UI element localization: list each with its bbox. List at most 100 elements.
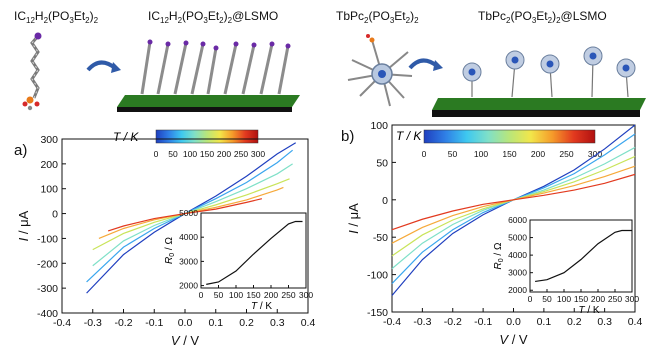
curved-arrow-icon-a (86, 60, 117, 72)
chart-a-x-tick-label: -0.4 (53, 317, 71, 329)
chart-b-x-tick-label: -0.1 (474, 316, 492, 328)
chart-a-inset-y-tick-label: 4000 (179, 232, 198, 242)
colorbar-b: T / K 0 50 100 150 200 250 300 (396, 129, 602, 159)
chart-b-inset-y-axis-label: R0 / Ω (493, 242, 505, 269)
chart-a-inset-series-line (206, 220, 303, 285)
colorbar-b-tick-label: 100 (474, 149, 488, 159)
colorbar-a-tick-label: 200 (217, 149, 231, 159)
chart-a-y-tick-label: -400 (37, 308, 58, 320)
chart-b-x-tick-label: 0.3 (597, 316, 612, 328)
chart-a-y-tick-label: 200 (40, 159, 58, 171)
chart-b-inset-x-tick-label: 150 (574, 294, 588, 304)
colorbar-b-tick-label: 250 (559, 149, 573, 159)
chart-a-inset-x-tick-label: 0 (199, 290, 204, 300)
chart-a-inset-x-axis-label: T / K (251, 301, 272, 312)
chart-a-inset-y-tick-label: 5000 (179, 208, 198, 218)
chart-a-inset-x-tick-label: 150 (246, 290, 260, 300)
colorbar-b-tick-label: 50 (448, 149, 458, 159)
chart-b-inset-y-tick-label: 6000 (508, 215, 527, 225)
chart-b-x-axis-label: V / V (499, 332, 528, 347)
chart-a-x-tick-label: -0.2 (114, 317, 132, 329)
chart-b-inset-x-axis-label: T / K (578, 305, 599, 316)
colorbar-b-tick-label: 150 (502, 149, 516, 159)
colorbar-a-tick-label: 250 (234, 149, 248, 159)
chart-a-inset-y-axis-label: R0 / Ω (164, 237, 176, 264)
colorbar-b-tick-label: 0 (422, 149, 427, 159)
chart-b-inset-x-tick-label: 300 (625, 294, 639, 304)
chart-b-inset-frame (529, 219, 633, 293)
colorbar-a-tick-label: 50 (168, 149, 178, 159)
chart-b-y-tick-label: 0 (382, 195, 388, 207)
colorbar-a-tick-label: 100 (183, 149, 197, 159)
chart-a-y-tick-label: -300 (37, 283, 58, 295)
chart-a-x-tick-label: 0.0 (178, 317, 193, 329)
molecule-label-b-left: TbPc2(PO3Et2)2 (336, 9, 419, 25)
colorbar-a: T / K 0 50 100 150 200 250 300 (113, 129, 265, 159)
chart-a-x-tick-label: -0.3 (84, 317, 102, 329)
panel-label-a: a) (14, 142, 27, 159)
colorbar-a-title: T / K (113, 130, 139, 144)
arrow-head-icon-b (433, 60, 443, 71)
chart-a-x-tick-label: 0.3 (270, 317, 285, 329)
chart-b-y-tick-label: 100 (370, 120, 388, 132)
chart-a-inset-frame (200, 212, 307, 289)
chart-a-x-tick-label: 0.2 (239, 317, 254, 329)
monolayer-on-substrate-a (117, 39, 300, 112)
single-chain-molecule-illustration (22, 32, 42, 111)
chart-a-x-tick-label: -0.1 (145, 317, 163, 329)
chart-a-series-line-2 (92, 163, 293, 267)
colorbar-a-tick-label: 0 (154, 149, 159, 159)
chart-b-inset-x-tick-label: 50 (542, 294, 552, 304)
chart-a-y-tick-label: 0 (52, 209, 58, 221)
chart-b-inset-y-tick-label: 3000 (508, 268, 527, 278)
molecule-label-a-right: IC12H2(PO3Et2)2@LSMO (148, 9, 278, 25)
chart-a-inset-y-tick-label: 2000 (179, 281, 198, 291)
chart-b-y-tick-label: -50 (373, 232, 388, 244)
chart-a-series-line-1 (86, 149, 294, 283)
phthalocyanine-molecule-illustration (347, 34, 413, 107)
chart-b-y-tick-label: 50 (376, 157, 388, 169)
chart-a-series-line-4 (98, 186, 284, 239)
chart-a-x-axis-label: V / V (171, 333, 200, 348)
chart-b-inset-y-tick-label: 2000 (508, 285, 527, 295)
chart-a-y-tick-label: 100 (40, 184, 58, 196)
chart-b-x-tick-label: -0.2 (444, 316, 462, 328)
chart-b-x-tick-label: -0.4 (383, 316, 401, 328)
chart-b-y-tick-label: -100 (367, 270, 388, 282)
chart-b-x-tick-label: -0.3 (413, 316, 431, 328)
chart-b-inset-y-tick-label: 4000 (508, 250, 527, 260)
colorbar-b-gradient (423, 129, 596, 144)
chart-a-x-tick-label: 0.4 (301, 317, 316, 329)
chart-a-inset-x-tick-label: 200 (264, 290, 278, 300)
colorbar-a-gradient (155, 129, 259, 144)
colorbar-a-tick-label: 300 (251, 149, 265, 159)
chart-a-y-axis-label: I / μA (16, 210, 31, 241)
chart-b-y-axis-label: I / μA (346, 203, 361, 234)
chart-a-inset-y-tick-label: 3000 (179, 256, 198, 266)
chart-a-y-tick-label: -200 (37, 258, 58, 270)
colorbar-b-tick-label: 200 (531, 149, 545, 159)
chart-a-inset-x-tick-label: 50 (214, 290, 224, 300)
molecule-label-a-left: IC12H2(PO3Et2)2 (14, 9, 99, 25)
chart-b-inset-x-tick-label: 200 (591, 294, 605, 304)
chart-a: -0.4 -0.3 -0.2 -0.1 0.0 0.1 0.2 0.3 0.4 -400 -300 -… (16, 134, 315, 348)
chart-b-inset-series-line (535, 229, 632, 283)
panel-label-b: b) (341, 128, 354, 145)
colorbar-b-title: T / K (396, 129, 422, 143)
chart-a-series-line-0 (86, 142, 297, 294)
chart-a-y-tick-label: -100 (37, 233, 58, 245)
arrow-head-icon-a (111, 62, 121, 73)
chart-b-y-tick-label: -150 (367, 307, 388, 319)
chart-b-x-tick-label: 0.0 (506, 316, 521, 328)
chart-b-x-tick-label: 0.2 (567, 316, 582, 328)
chart-a-series-line-5 (107, 198, 263, 232)
chart-b-x-tick-label: 0.4 (628, 316, 643, 328)
chart-a-x-tick-label: 0.1 (208, 317, 223, 329)
chart-b-inset-y-tick-label: 5000 (508, 233, 527, 243)
colorbar-a-tick-label: 150 (200, 149, 214, 159)
chart-b: -0.4 -0.3 -0.2 -0.1 0.0 0.1 0.2 0.3 0.4 -150 -100 -… (346, 120, 642, 347)
molecule-label-b-right: TbPc2(PO3Et2)2@LSMO (478, 9, 607, 25)
monolayer-on-substrate-b (432, 46, 646, 117)
chart-a-inset-x-tick-label: 300 (299, 290, 313, 300)
